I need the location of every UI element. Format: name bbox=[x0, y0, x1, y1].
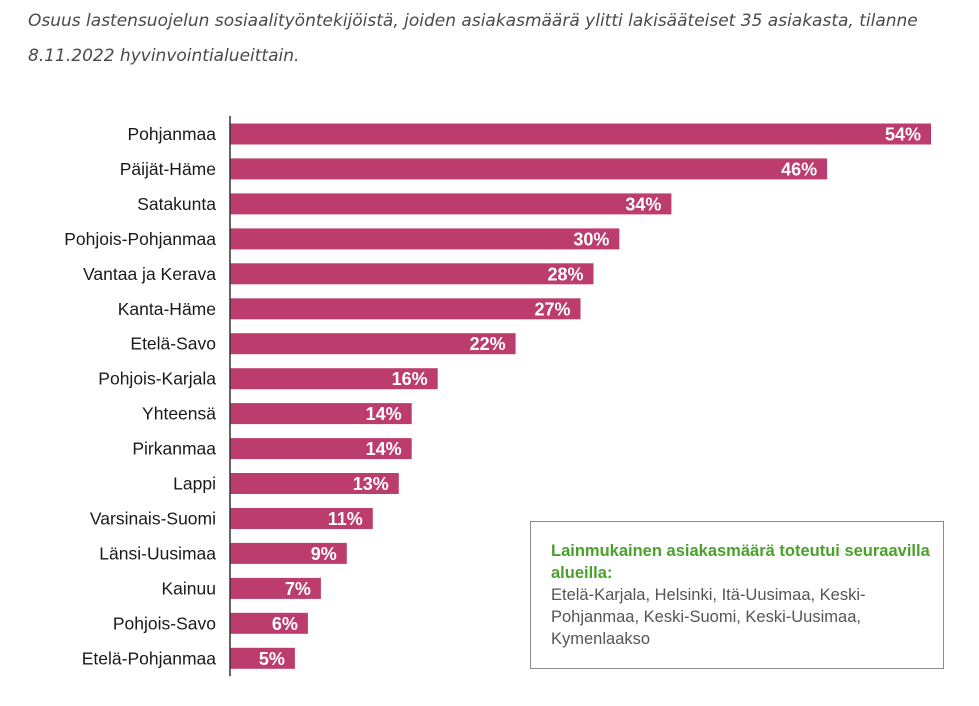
bar bbox=[230, 368, 438, 390]
category-label: Lappi bbox=[173, 474, 216, 494]
bar bbox=[230, 647, 295, 669]
category-label: Pohjois-Karjala bbox=[98, 369, 216, 389]
category-label: Pohjois-Pohjanmaa bbox=[64, 229, 216, 249]
bar bbox=[230, 158, 828, 180]
bar bbox=[230, 193, 672, 215]
category-label: Varsinais-Suomi bbox=[90, 509, 216, 529]
data-label: 46% bbox=[781, 159, 817, 179]
data-label: 30% bbox=[573, 229, 609, 249]
bar bbox=[230, 438, 412, 460]
data-label: 16% bbox=[392, 369, 428, 389]
bar bbox=[230, 123, 931, 145]
data-label: 28% bbox=[547, 264, 583, 284]
category-label: Päijät-Häme bbox=[120, 159, 216, 179]
data-label: 13% bbox=[353, 474, 389, 494]
bar bbox=[230, 508, 373, 529]
bar bbox=[230, 473, 399, 494]
category-label: Pohjanmaa bbox=[127, 124, 216, 144]
bar bbox=[230, 298, 581, 320]
data-label: 7% bbox=[285, 579, 311, 599]
info-box: Lainmukainen asiakasmäärä toteutui seura… bbox=[530, 521, 944, 669]
category-label: Pohjois-Savo bbox=[113, 613, 216, 633]
data-label: 11% bbox=[328, 509, 363, 529]
category-label: Länsi-Uusimaa bbox=[99, 543, 216, 563]
category-label: Kainuu bbox=[162, 578, 217, 598]
data-label: 54% bbox=[885, 125, 921, 145]
chart-caption: Osuus lastensuojelun sosiaalityöntekijöi… bbox=[28, 11, 918, 66]
bars-layer: Pohjanmaa 54% Päijät-Häme 46% Satakunta 34% Po… bbox=[64, 123, 931, 669]
bar bbox=[230, 333, 516, 355]
data-label: 5% bbox=[259, 649, 285, 669]
category-label: Vantaa ja Kerava bbox=[83, 264, 216, 284]
category-label: Etelä-Savo bbox=[130, 334, 216, 354]
category-label: Yhteensä bbox=[142, 404, 216, 424]
data-label: 6% bbox=[272, 614, 298, 634]
bar bbox=[230, 263, 594, 285]
bar bbox=[230, 577, 321, 599]
info-box-title: Lainmukainen asiakasmäärä toteutui seura… bbox=[551, 542, 930, 582]
bar bbox=[230, 612, 308, 634]
data-label: 9% bbox=[311, 544, 337, 564]
data-label: 34% bbox=[625, 194, 661, 214]
category-label: Etelä-Pohjanmaa bbox=[82, 648, 217, 668]
bar bbox=[230, 542, 347, 564]
info-box-body: Etelä-Karjala, Helsinki, Itä-Uusimaa, Ke… bbox=[551, 586, 866, 648]
bar bbox=[230, 403, 412, 425]
category-label: Kanta-Häme bbox=[118, 299, 216, 319]
data-label: 27% bbox=[534, 299, 570, 319]
category-label: Pirkanmaa bbox=[132, 439, 216, 459]
data-label: 22% bbox=[470, 334, 506, 354]
data-label: 14% bbox=[366, 439, 402, 459]
bar bbox=[230, 228, 620, 250]
data-label: 14% bbox=[366, 404, 402, 424]
category-label: Satakunta bbox=[137, 194, 216, 214]
